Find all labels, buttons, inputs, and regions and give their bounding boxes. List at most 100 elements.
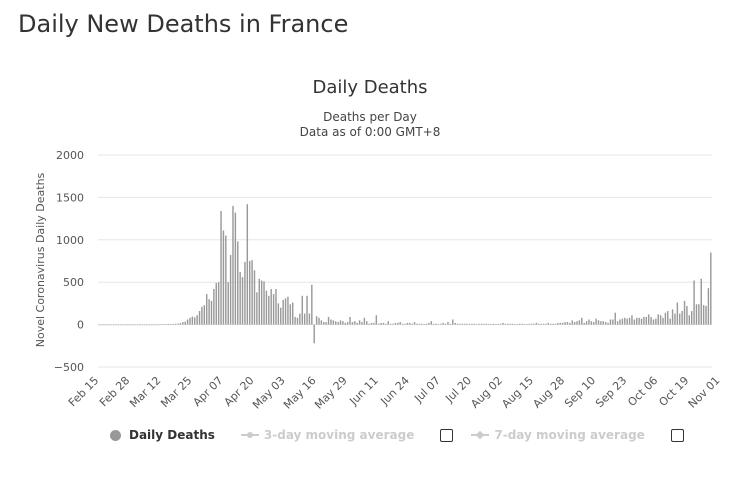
bar[interactable] bbox=[325, 322, 327, 325]
bar[interactable] bbox=[327, 316, 330, 325]
bar[interactable] bbox=[480, 323, 483, 325]
bar[interactable] bbox=[346, 322, 349, 325]
bar[interactable] bbox=[268, 295, 270, 325]
bar[interactable] bbox=[447, 322, 449, 325]
bar[interactable] bbox=[423, 324, 425, 325]
bar[interactable] bbox=[229, 255, 232, 325]
bar[interactable] bbox=[652, 319, 655, 325]
bar[interactable] bbox=[406, 322, 409, 325]
bar[interactable] bbox=[437, 324, 440, 325]
checkbox-7-day-average[interactable] bbox=[670, 428, 684, 442]
bar[interactable] bbox=[607, 322, 609, 325]
bar[interactable] bbox=[373, 322, 375, 325]
bar[interactable] bbox=[679, 313, 681, 325]
bar[interactable] bbox=[174, 323, 177, 325]
bar[interactable] bbox=[301, 295, 303, 325]
bar[interactable] bbox=[432, 323, 435, 325]
bar[interactable] bbox=[466, 323, 468, 325]
bar[interactable] bbox=[674, 313, 676, 325]
bar[interactable] bbox=[108, 324, 110, 326]
bar[interactable] bbox=[122, 324, 124, 326]
bar[interactable] bbox=[308, 313, 311, 325]
bar[interactable] bbox=[502, 322, 504, 325]
bar[interactable] bbox=[375, 315, 378, 325]
bar[interactable] bbox=[497, 324, 499, 325]
bar[interactable] bbox=[590, 321, 593, 325]
bar[interactable] bbox=[189, 317, 191, 325]
bar[interactable] bbox=[695, 304, 698, 325]
bar[interactable] bbox=[296, 317, 299, 325]
bar[interactable] bbox=[153, 324, 155, 326]
bar[interactable] bbox=[581, 317, 583, 325]
bar[interactable] bbox=[583, 322, 585, 325]
bar[interactable] bbox=[251, 260, 253, 325]
bar[interactable] bbox=[597, 320, 600, 325]
bar[interactable] bbox=[378, 323, 380, 325]
bar[interactable] bbox=[411, 323, 413, 325]
bar[interactable] bbox=[110, 324, 112, 326]
bar[interactable] bbox=[213, 288, 215, 325]
bar[interactable] bbox=[351, 322, 354, 325]
bar[interactable] bbox=[203, 305, 206, 325]
bar[interactable] bbox=[127, 324, 129, 326]
bar[interactable] bbox=[557, 322, 559, 325]
bar[interactable] bbox=[320, 320, 323, 325]
bar[interactable] bbox=[100, 324, 103, 326]
bar[interactable] bbox=[681, 311, 683, 325]
bar[interactable] bbox=[671, 309, 674, 325]
bar[interactable] bbox=[650, 316, 652, 325]
checkbox-3-day-average[interactable] bbox=[440, 428, 454, 442]
bar[interactable] bbox=[253, 270, 256, 325]
bar[interactable] bbox=[227, 282, 229, 325]
bar[interactable] bbox=[664, 312, 667, 325]
bar[interactable] bbox=[363, 317, 366, 325]
bar[interactable] bbox=[356, 322, 358, 325]
bar[interactable] bbox=[428, 322, 430, 325]
bar[interactable] bbox=[404, 323, 406, 325]
bar[interactable] bbox=[182, 322, 184, 325]
bar[interactable] bbox=[246, 204, 249, 325]
bar[interactable] bbox=[337, 322, 339, 325]
bar[interactable] bbox=[186, 319, 189, 325]
bar[interactable] bbox=[385, 323, 387, 325]
bar[interactable] bbox=[659, 315, 662, 325]
bar[interactable] bbox=[119, 324, 122, 326]
bar[interactable] bbox=[588, 319, 590, 325]
bar[interactable] bbox=[292, 302, 294, 325]
bar[interactable] bbox=[394, 322, 397, 325]
bar[interactable] bbox=[354, 321, 356, 325]
bar[interactable] bbox=[311, 284, 313, 325]
bar[interactable] bbox=[516, 324, 518, 325]
bar[interactable] bbox=[487, 324, 490, 325]
bar[interactable] bbox=[263, 281, 265, 325]
bar[interactable] bbox=[289, 304, 292, 325]
bar[interactable] bbox=[155, 324, 158, 326]
bar[interactable] bbox=[421, 323, 423, 325]
bar[interactable] bbox=[368, 323, 370, 325]
bar[interactable] bbox=[418, 323, 421, 325]
bar[interactable] bbox=[550, 323, 552, 325]
bar[interactable] bbox=[604, 322, 607, 325]
bar[interactable] bbox=[234, 212, 237, 325]
bar[interactable] bbox=[284, 298, 287, 325]
bar[interactable] bbox=[115, 324, 117, 326]
bar[interactable] bbox=[260, 280, 263, 325]
legend-item-7-day-average[interactable]: 7-day moving average bbox=[471, 428, 645, 442]
bar[interactable] bbox=[444, 323, 447, 325]
bar[interactable] bbox=[146, 324, 148, 326]
bar[interactable] bbox=[578, 320, 581, 325]
bar[interactable] bbox=[167, 324, 170, 325]
bar[interactable] bbox=[619, 319, 621, 325]
bar[interactable] bbox=[177, 323, 179, 325]
bar[interactable] bbox=[134, 324, 136, 326]
bar[interactable] bbox=[669, 318, 671, 325]
bar[interactable] bbox=[358, 320, 361, 325]
bar[interactable] bbox=[210, 300, 213, 325]
bar[interactable] bbox=[401, 323, 404, 325]
bar[interactable] bbox=[638, 317, 640, 325]
bar[interactable] bbox=[538, 323, 540, 325]
bar[interactable] bbox=[409, 322, 411, 325]
bar[interactable] bbox=[335, 321, 337, 325]
bar[interactable] bbox=[495, 324, 497, 325]
bar[interactable] bbox=[636, 317, 638, 325]
